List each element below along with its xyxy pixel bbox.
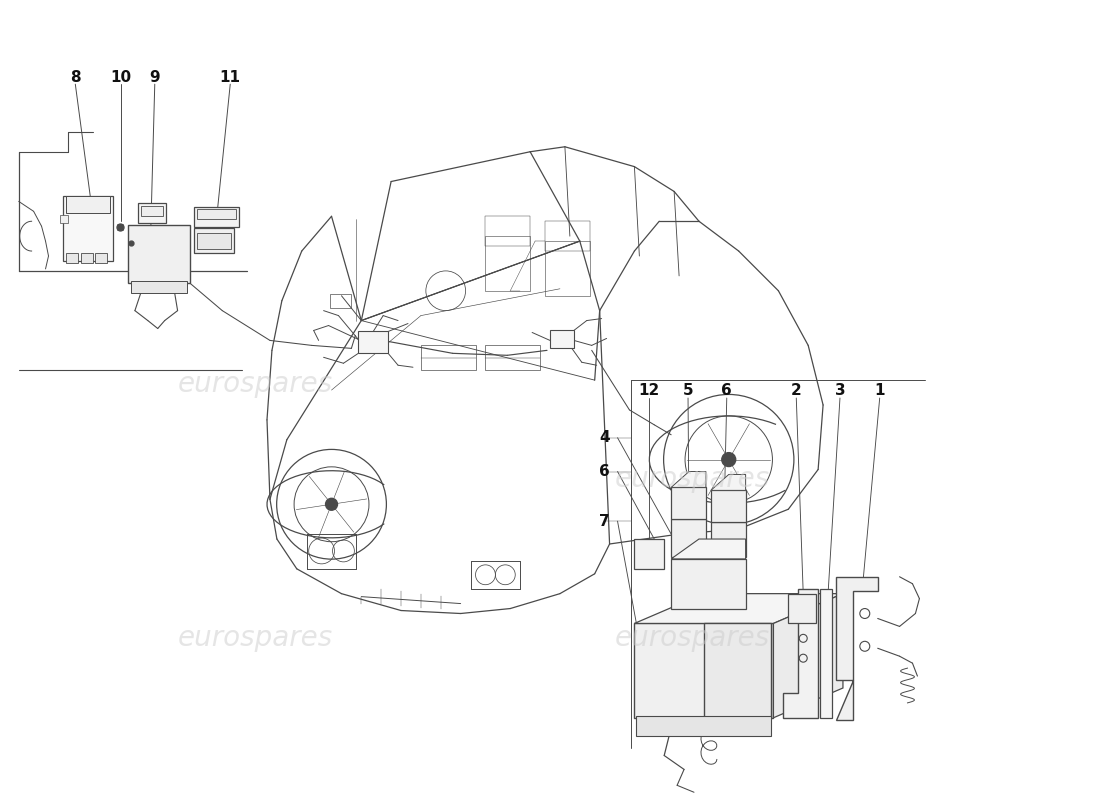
Bar bbox=[66, 197, 110, 214]
Bar bbox=[198, 210, 236, 219]
Bar bbox=[198, 233, 231, 249]
Text: 7: 7 bbox=[600, 514, 609, 529]
Bar bbox=[195, 207, 239, 227]
Bar bbox=[635, 623, 773, 718]
Bar bbox=[141, 206, 163, 216]
Bar bbox=[138, 203, 166, 223]
Polygon shape bbox=[671, 471, 706, 487]
Bar bbox=[671, 487, 706, 519]
Polygon shape bbox=[783, 589, 818, 718]
Polygon shape bbox=[711, 474, 746, 490]
Text: eurospares: eurospares bbox=[177, 624, 332, 652]
Bar bbox=[66, 253, 78, 263]
Text: 8: 8 bbox=[70, 70, 80, 85]
Bar bbox=[421, 346, 475, 370]
Bar bbox=[704, 623, 771, 718]
Bar bbox=[711, 490, 746, 522]
Bar bbox=[485, 346, 540, 370]
Bar bbox=[789, 594, 816, 623]
Text: 3: 3 bbox=[835, 382, 845, 398]
Bar bbox=[80, 253, 92, 263]
Text: 4: 4 bbox=[600, 430, 609, 446]
Text: 11: 11 bbox=[220, 70, 241, 85]
Text: eurospares: eurospares bbox=[177, 370, 332, 398]
Text: 6: 6 bbox=[600, 464, 610, 479]
Bar bbox=[131, 281, 187, 293]
Bar bbox=[128, 226, 189, 283]
Circle shape bbox=[722, 453, 736, 466]
Polygon shape bbox=[773, 594, 843, 718]
Bar bbox=[637, 716, 771, 736]
Text: 9: 9 bbox=[150, 70, 161, 85]
Text: 5: 5 bbox=[683, 382, 693, 398]
Text: 10: 10 bbox=[110, 70, 132, 85]
Bar bbox=[711, 522, 746, 557]
Text: 12: 12 bbox=[639, 382, 660, 398]
Text: eurospares: eurospares bbox=[615, 466, 770, 494]
Bar bbox=[96, 253, 107, 263]
Bar bbox=[821, 589, 832, 718]
Text: eurospares: eurospares bbox=[615, 624, 770, 652]
Bar bbox=[485, 236, 530, 290]
Polygon shape bbox=[671, 539, 746, 559]
Bar bbox=[544, 241, 590, 296]
Bar bbox=[639, 546, 659, 561]
Bar bbox=[635, 539, 664, 569]
Circle shape bbox=[326, 498, 338, 510]
Polygon shape bbox=[836, 577, 878, 720]
Bar bbox=[485, 216, 530, 246]
Polygon shape bbox=[635, 594, 843, 623]
Text: 2: 2 bbox=[791, 382, 802, 398]
Bar bbox=[671, 559, 746, 609]
Bar bbox=[60, 215, 68, 223]
Text: 1: 1 bbox=[874, 382, 884, 398]
Bar bbox=[544, 222, 590, 251]
Bar bbox=[359, 331, 388, 354]
Bar bbox=[550, 330, 574, 348]
Bar bbox=[671, 519, 706, 557]
Bar bbox=[330, 294, 351, 308]
Bar bbox=[64, 197, 113, 261]
Bar bbox=[195, 228, 234, 253]
Text: 6: 6 bbox=[722, 382, 733, 398]
